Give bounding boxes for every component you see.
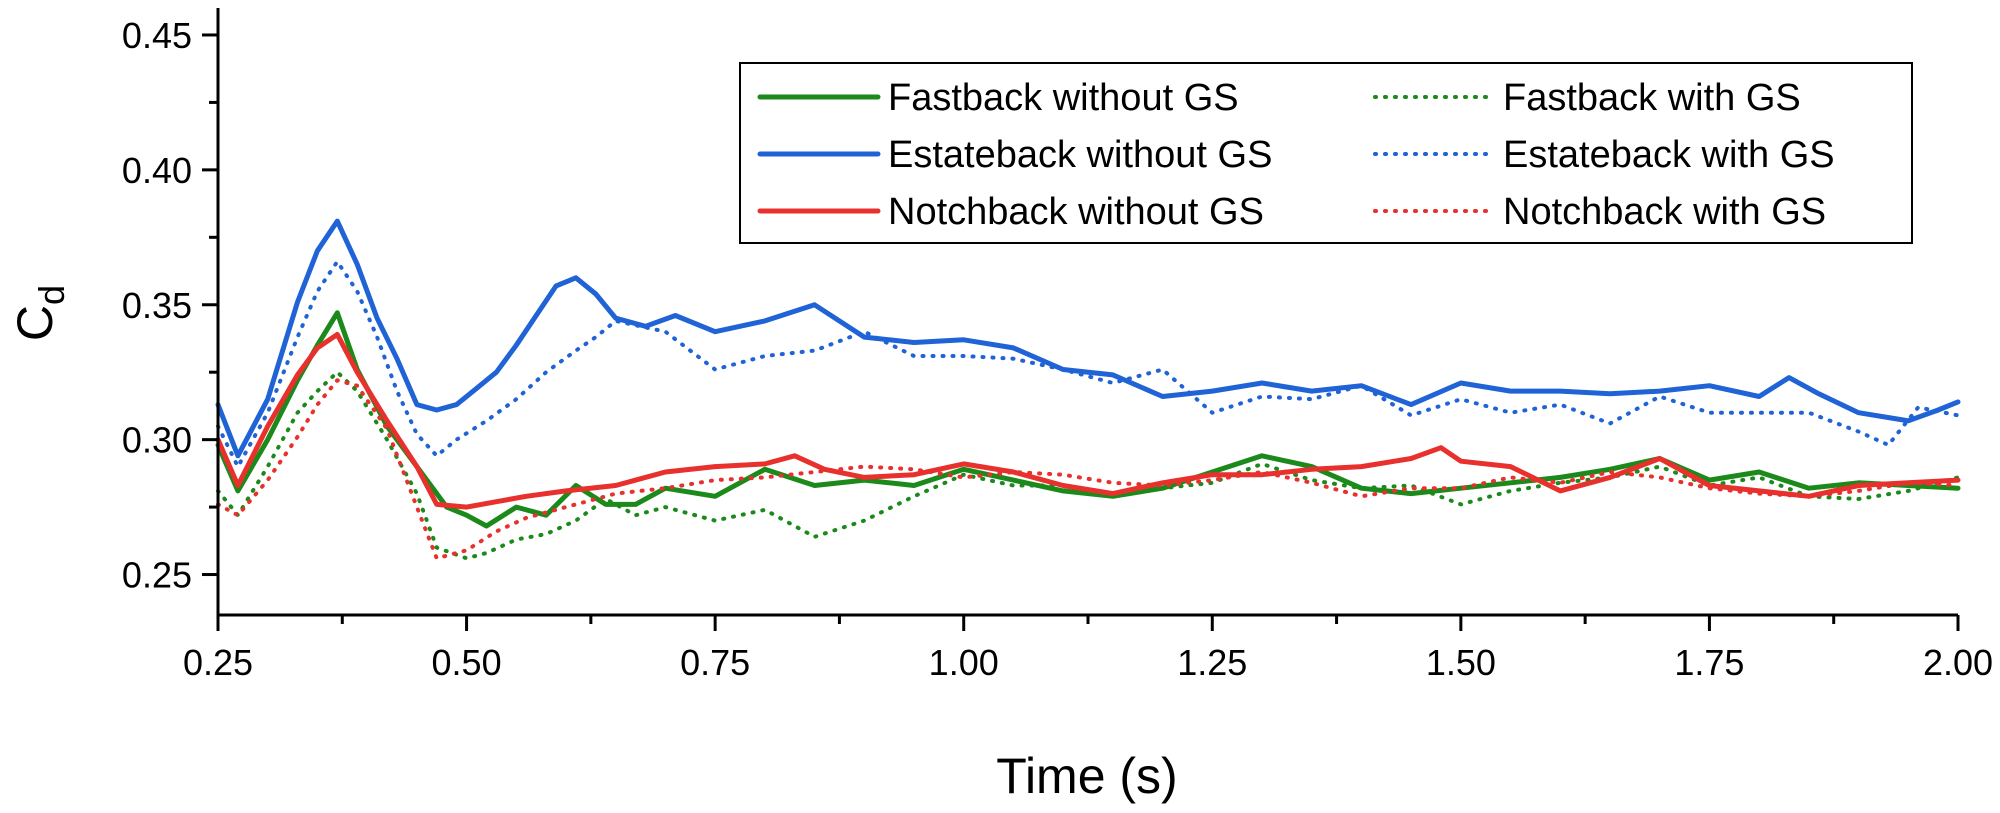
legend-box [739, 62, 1913, 244]
x-axis-title: Time (s) [996, 748, 1177, 804]
legend-label: Notchback without GS [888, 191, 1264, 233]
legend: Fastback without GS Fastback with GS Estat… [739, 62, 1913, 244]
series-layer [215, 218, 1961, 561]
y-axis-title-sub: d [31, 285, 72, 305]
legend-label: Fastback without GS [888, 77, 1239, 119]
legend-label: Notchback with GS [1503, 191, 1826, 233]
y-axis-title-main: C [7, 305, 63, 341]
x-tick-label: 1.75 [1674, 642, 1744, 683]
x-tick-label: 0.75 [680, 642, 750, 683]
series-line-0 [215, 310, 1961, 529]
legend-label: Estateback with GS [1503, 134, 1835, 176]
y-tick-label: 0.25 [122, 555, 192, 596]
x-tick-label: 0.25 [183, 642, 253, 683]
series-line-3 [216, 259, 1960, 469]
y-axis-title: Cd [7, 285, 72, 341]
series-line-4 [215, 331, 1961, 510]
y-tick-label: 0.35 [122, 285, 192, 326]
series-line-1 [216, 370, 1960, 561]
x-tick-label: 1.00 [929, 642, 999, 683]
x-tick-label: 1.25 [1177, 642, 1247, 683]
series-line-2 [215, 218, 1961, 459]
legend-label: Fastback with GS [1503, 77, 1801, 119]
x-tick-label: 1.50 [1426, 642, 1496, 683]
y-tick-label: 0.45 [122, 15, 192, 56]
x-tick-label: 2.00 [1923, 642, 1993, 683]
ticks: 0.25 0.50 0.75 1.00 1.25 1.50 1.75 2.00 0.25 0.30… [122, 15, 1993, 683]
y-tick-label: 0.30 [122, 420, 192, 461]
y-tick-label: 0.40 [122, 150, 192, 191]
legend-label: Estateback without GS [888, 134, 1272, 176]
series-line-5 [216, 378, 1960, 561]
x-tick-label: 0.50 [432, 642, 502, 683]
